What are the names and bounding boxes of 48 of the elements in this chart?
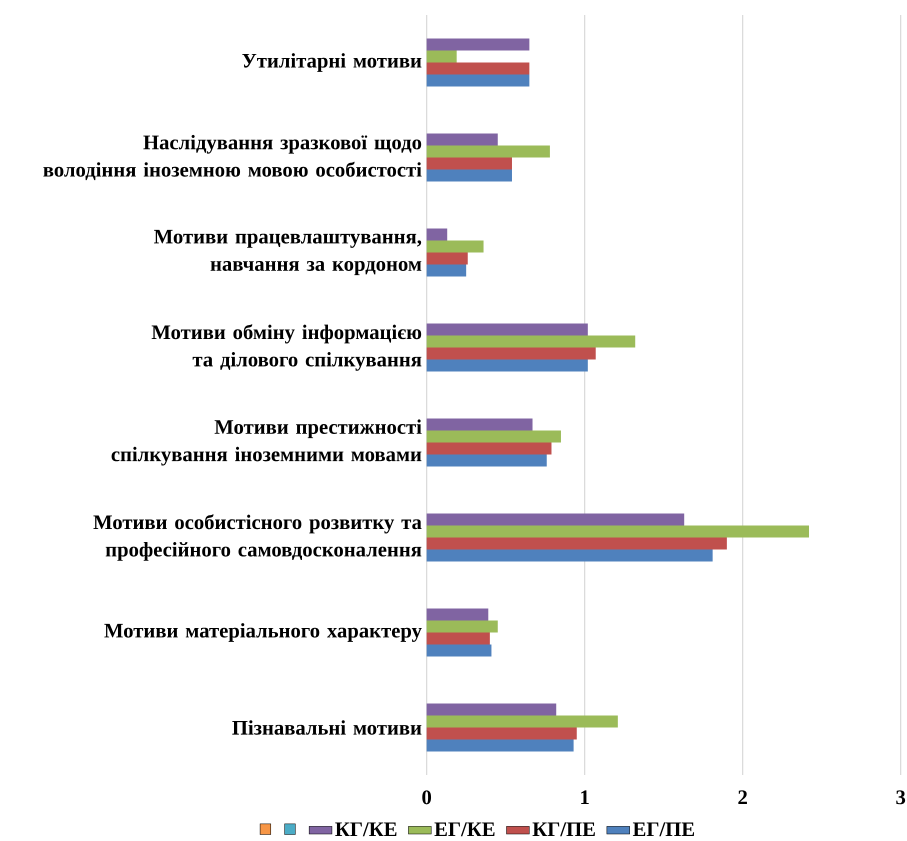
bar (426, 74, 530, 86)
bar (426, 240, 484, 252)
bar (426, 134, 498, 146)
bar (426, 550, 713, 562)
bar (426, 644, 492, 656)
bar (426, 442, 552, 454)
bar (426, 170, 512, 182)
bar (426, 264, 466, 276)
bar (426, 336, 636, 348)
bar (426, 228, 448, 240)
x-tick-label: 2 (738, 790, 747, 804)
x-tick-label: 0 (422, 790, 432, 804)
y-tick-label: Мотиви працевлаштування, навчання за кордоном (154, 230, 422, 276)
bar (426, 537, 727, 550)
bar (426, 739, 574, 752)
bar (426, 158, 512, 170)
bar (426, 360, 588, 372)
y-tick-label: Наслідування зразкової щодо володіння іноземною мовою особистості (43, 134, 422, 180)
bar (426, 608, 488, 620)
bar (426, 632, 490, 644)
bar (426, 513, 684, 526)
bar (426, 715, 618, 728)
bar (426, 727, 577, 740)
x-tick-label: 1 (581, 790, 589, 804)
legend-label: КГ/ПЕ (532, 822, 595, 836)
y-tick-label: Мотиви матеріального характеру (104, 623, 422, 642)
x-tick-label: 3 (896, 790, 906, 804)
legend-label: ЕГ/ПЕ (632, 822, 694, 836)
legend-label: ЕГ/КЕ (434, 822, 495, 836)
bar (426, 620, 498, 632)
bar (426, 323, 588, 336)
y-tick-label: Мотиви особистісного розвитку та професійного самовдосконалення (93, 514, 422, 561)
bar (426, 38, 530, 50)
bar (426, 418, 533, 430)
bar (426, 50, 457, 62)
y-tick-label: Мотиви престижності спілкування іноземними мовами (112, 419, 422, 466)
bar (426, 526, 810, 538)
bar (426, 252, 468, 264)
y-tick-label: Мотиви обміну інформацією та ділового спілкування (152, 324, 422, 371)
bar (426, 430, 561, 442)
legend-label: КГ/КЕ (335, 822, 396, 836)
y-tick-label: Утилітарні мотиви (242, 53, 422, 72)
bar (426, 347, 596, 360)
bar (426, 62, 530, 74)
bar (426, 703, 556, 716)
bar (426, 146, 550, 158)
bar (426, 454, 547, 466)
y-tick-label: Пізнавальні мотиви (232, 720, 422, 735)
